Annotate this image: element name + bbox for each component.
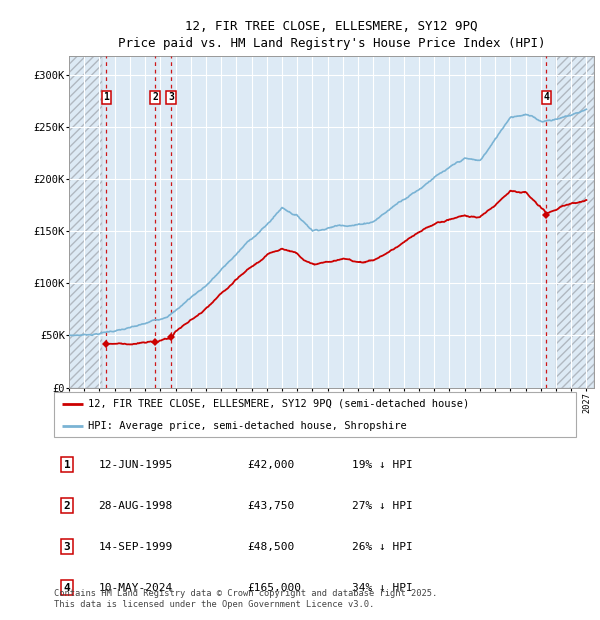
Bar [556, 56, 594, 388]
Text: 4: 4 [64, 583, 70, 593]
Text: 12-JUN-1995: 12-JUN-1995 [98, 459, 173, 470]
Text: £43,750: £43,750 [247, 501, 295, 511]
Text: 4: 4 [543, 92, 549, 102]
Text: 10-MAY-2024: 10-MAY-2024 [98, 583, 173, 593]
Text: 2: 2 [64, 501, 70, 511]
Text: 1: 1 [64, 459, 70, 470]
Text: £48,500: £48,500 [247, 542, 295, 552]
Text: 27% ↓ HPI: 27% ↓ HPI [352, 501, 412, 511]
Text: £42,000: £42,000 [247, 459, 295, 470]
Text: 19% ↓ HPI: 19% ↓ HPI [352, 459, 412, 470]
Title: 12, FIR TREE CLOSE, ELLESMERE, SY12 9PQ
Price paid vs. HM Land Registry's House : 12, FIR TREE CLOSE, ELLESMERE, SY12 9PQ … [118, 20, 545, 50]
Text: 2: 2 [152, 92, 158, 102]
Text: 3: 3 [64, 542, 70, 552]
FancyBboxPatch shape [54, 392, 576, 437]
Text: 3: 3 [168, 92, 174, 102]
Text: 14-SEP-1999: 14-SEP-1999 [98, 542, 173, 552]
Bar [69, 56, 103, 388]
Text: Contains HM Land Registry data © Crown copyright and database right 2025.
This d: Contains HM Land Registry data © Crown c… [54, 590, 437, 609]
Text: 26% ↓ HPI: 26% ↓ HPI [352, 542, 412, 552]
Text: HPI: Average price, semi-detached house, Shropshire: HPI: Average price, semi-detached house,… [88, 421, 407, 431]
Text: £165,000: £165,000 [247, 583, 301, 593]
Text: 12, FIR TREE CLOSE, ELLESMERE, SY12 9PQ (semi-detached house): 12, FIR TREE CLOSE, ELLESMERE, SY12 9PQ … [88, 399, 469, 409]
Text: 28-AUG-1998: 28-AUG-1998 [98, 501, 173, 511]
Text: 34% ↓ HPI: 34% ↓ HPI [352, 583, 412, 593]
Text: 1: 1 [103, 92, 109, 102]
